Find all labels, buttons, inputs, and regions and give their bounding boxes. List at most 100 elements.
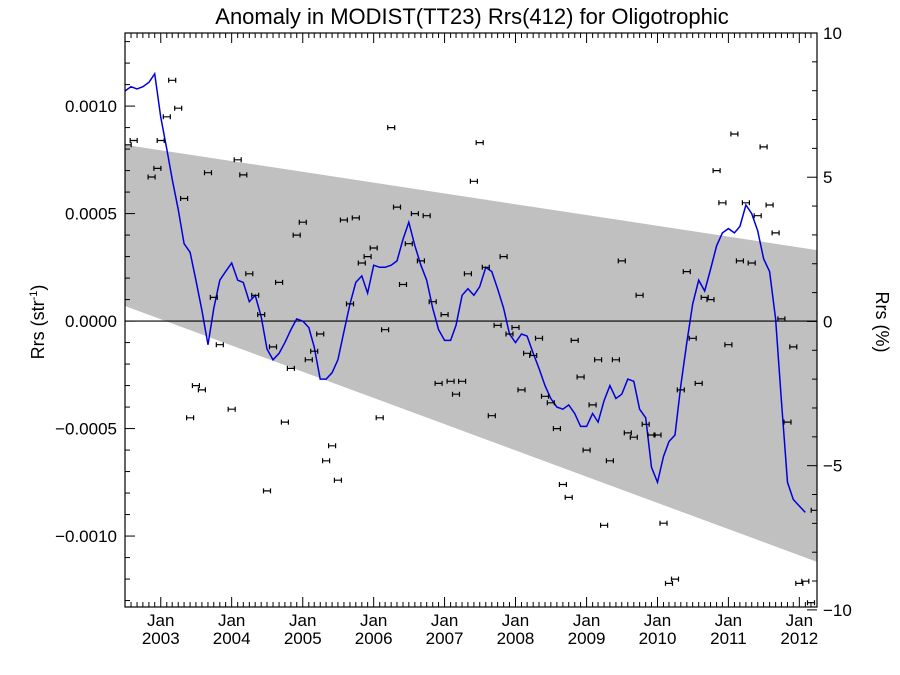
data-point: [801, 578, 810, 584]
data-point: [233, 157, 242, 163]
x-tick-label-year: 2010: [639, 629, 677, 648]
data-point: [481, 264, 490, 270]
data-point: [392, 204, 402, 210]
data-point: [357, 260, 366, 266]
plot-area: [125, 71, 817, 606]
data-point: [197, 387, 206, 393]
data-point: [706, 297, 715, 303]
data-point: [570, 337, 579, 343]
data-point: [440, 312, 449, 318]
data-point: [328, 443, 337, 449]
data-point: [322, 458, 331, 464]
data-point: [546, 400, 555, 406]
y-tick-label-right: −10: [823, 601, 852, 620]
data-point: [404, 241, 413, 247]
x-tick-label-month: Jan: [573, 611, 600, 630]
data-point: [659, 520, 668, 526]
data-point: [168, 77, 177, 83]
data-point: [564, 494, 573, 500]
data-point: [203, 170, 213, 176]
x-tick-label-year: 2012: [780, 629, 818, 648]
data-point: [505, 331, 514, 337]
data-point: [664, 580, 674, 586]
x-tick-label-month: Jan: [786, 611, 813, 630]
x-tick-label-year: 2007: [426, 629, 464, 648]
data-point: [416, 258, 425, 264]
data-point: [475, 140, 484, 146]
data-point: [239, 172, 248, 178]
data-point: [286, 365, 295, 371]
data-point: [783, 419, 792, 425]
confidence-band: [125, 144, 817, 562]
x-tick-label-year: 2011: [710, 629, 747, 648]
data-point: [487, 413, 496, 419]
y-axis-label-left: Rrs (str-1): [28, 285, 48, 360]
data-point: [174, 105, 183, 111]
data-point: [582, 447, 591, 453]
data-point: [724, 342, 733, 348]
x-tick-label-month: Jan: [502, 611, 529, 630]
data-point: [215, 342, 224, 348]
data-point: [422, 213, 431, 219]
data-point: [810, 507, 817, 513]
y-tick-label-right: 10: [823, 24, 842, 43]
y-tick-label-right: 0: [823, 312, 832, 331]
data-point: [653, 432, 662, 438]
data-point: [262, 488, 272, 494]
x-tick-label-year: 2006: [355, 629, 393, 648]
data-point: [600, 522, 609, 528]
data-point: [641, 421, 650, 427]
data-point: [771, 230, 780, 236]
data-point: [345, 301, 355, 307]
data-point: [304, 357, 313, 363]
data-point: [469, 178, 478, 184]
data-point: [446, 378, 455, 384]
data-point: [410, 211, 419, 217]
data-point: [129, 138, 138, 143]
data-point: [463, 271, 472, 277]
series-line: [125, 71, 806, 513]
data-point: [511, 325, 520, 330]
data-point: [688, 335, 697, 341]
data-point: [428, 299, 437, 305]
data-point: [280, 419, 289, 425]
data-point: [351, 215, 360, 221]
data-point: [611, 357, 620, 363]
y-tick-label-right: 5: [823, 168, 832, 187]
data-point: [162, 114, 171, 120]
x-tick-label-year: 2003: [142, 629, 180, 648]
y-tick-label-left: 0.0005: [65, 205, 117, 224]
data-point: [316, 331, 325, 337]
data-point: [623, 430, 632, 436]
y-tick-label-left: 0.0010: [65, 97, 117, 116]
data-point: [747, 260, 756, 266]
data-point: [458, 378, 467, 384]
data-point: [209, 294, 218, 300]
data-point: [712, 168, 721, 174]
data-point: [268, 344, 278, 350]
data-point: [718, 200, 727, 206]
data-point: [588, 402, 597, 408]
data-point: [156, 138, 165, 143]
x-tick-label-year: 2004: [213, 629, 251, 648]
data-point: [180, 196, 189, 201]
axes: 0.0010 0.0005 0.0000 −0.0005 −0.0010 10 5 0 −5 −1…: [55, 24, 852, 648]
y-axis-label-suffix: ): [28, 285, 48, 291]
data-point: [670, 576, 680, 582]
data-point: [682, 269, 691, 275]
data-point: [753, 213, 762, 219]
data-point: [741, 200, 750, 206]
y-axis-label-superscript: -1: [28, 291, 40, 301]
x-tick-label-year: 2008: [497, 629, 535, 648]
y-tick-label-right: −5: [823, 457, 842, 476]
x-tick-label-month: Jan: [289, 611, 316, 630]
data-point: [759, 144, 768, 150]
x-tick-label-month: Jan: [644, 611, 671, 630]
data-point: [576, 374, 585, 380]
x-tick-label-month: Jan: [147, 611, 174, 630]
y-axis-label-right: Rrs (%): [872, 292, 892, 353]
x-tick-label-month: Jan: [431, 611, 458, 630]
data-point: [251, 292, 260, 298]
data-point: [298, 219, 307, 225]
